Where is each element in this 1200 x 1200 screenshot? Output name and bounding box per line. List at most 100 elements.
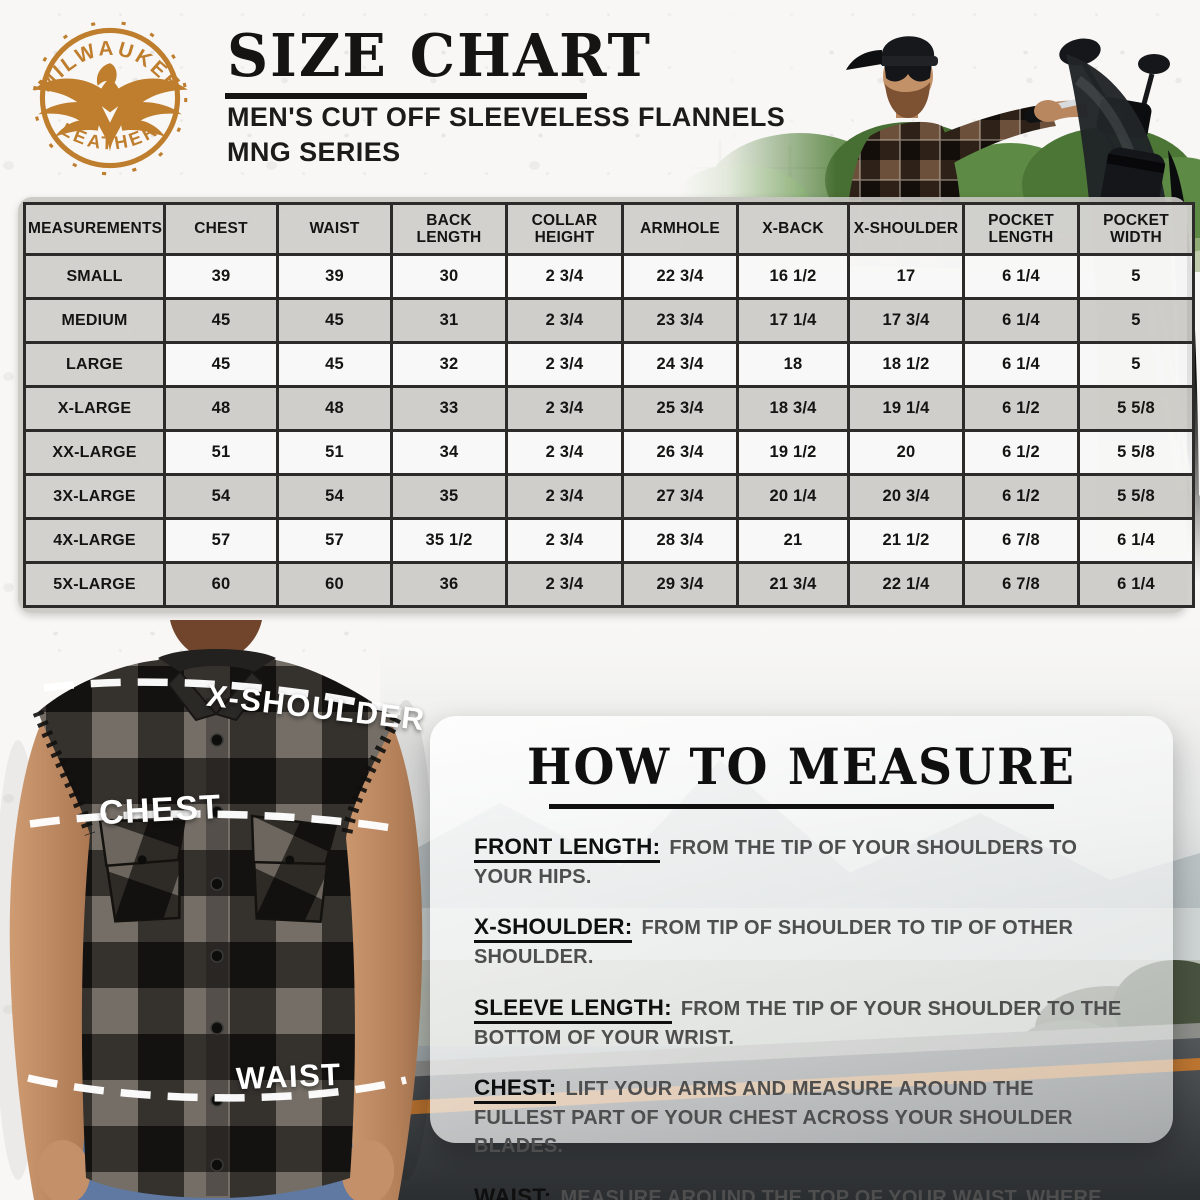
value-cell: 17	[847, 253, 965, 300]
waist-annotation: WAIST	[235, 1056, 343, 1097]
value-cell: 5	[1077, 253, 1195, 300]
column-header: X-BACK	[736, 202, 850, 256]
value-cell: 35 1/2	[390, 517, 508, 564]
value-cell: 30	[390, 253, 508, 300]
value-cell: 2 3/4	[505, 297, 624, 344]
value-cell: 21 3/4	[736, 561, 850, 608]
measure-item-label: X-SHOULDER:	[474, 914, 633, 944]
value-cell: 5	[1077, 341, 1195, 388]
column-header: POCKET WIDTH	[1077, 202, 1195, 256]
flannel-shirt	[32, 649, 401, 1198]
value-cell: 25 3/4	[621, 385, 739, 432]
measure-item-text: FROM THE TIP OF YOUR SHOULDERS TO YOUR H…	[474, 837, 1078, 888]
measure-item: FRONT LENGTH: FROM THE TIP OF YOUR SHOULD…	[474, 831, 1129, 891]
value-cell: 39	[163, 253, 279, 300]
table-row: SMALL 39 39 30 2 3/4 22 3/4 16 1/2 17 6 …	[23, 253, 1195, 300]
measure-item-text: FROM THE TIP OF YOUR SHOULDER TO THE BOT…	[474, 997, 1122, 1049]
value-cell: 19 1/2	[736, 429, 850, 476]
value-cell: 6 1/2	[962, 473, 1080, 520]
size-label: MEDIUM	[23, 297, 166, 344]
value-cell: 5 5/8	[1077, 385, 1195, 432]
page-title: SIZE CHART	[227, 20, 652, 91]
column-header: WAIST	[276, 202, 393, 256]
value-cell: 19 1/4	[847, 385, 965, 432]
table-row: 5X-LARGE 60 60 36 2 3/4 29 3/4 21 3/4 22…	[23, 561, 1195, 608]
table-row: 3X-LARGE 54 54 35 2 3/4 27 3/4 20 1/4 20…	[23, 473, 1195, 520]
measure-item-text: FROM TIP OF SHOULDER TO TIP OF OTHER SHO…	[474, 917, 1074, 969]
column-header: POCKET LENGTH	[962, 202, 1080, 256]
measure-item: CHEST: LIFT YOUR ARMS AND MEASURE AROUND …	[474, 1072, 1129, 1161]
value-cell: 36	[390, 561, 508, 608]
value-cell: 6 1/4	[962, 297, 1080, 344]
value-cell: 51	[163, 429, 279, 476]
size-table-container: MEASUREMENTS CHEST WAIST BACK LENGTH COL…	[18, 197, 1195, 613]
how-to-measure-underline	[549, 804, 1054, 809]
value-cell: 6 1/4	[1077, 561, 1195, 608]
value-cell: 2 3/4	[505, 517, 624, 564]
value-cell: 6 1/4	[962, 341, 1080, 388]
value-cell: 45	[163, 297, 279, 344]
value-cell: 27 3/4	[621, 473, 739, 520]
value-cell: 6 1/2	[962, 429, 1080, 476]
measure-item: X-SHOULDER: FROM TIP OF SHOULDER TO TIP O…	[474, 911, 1129, 971]
value-cell: 23 3/4	[621, 297, 739, 344]
value-cell: 22 1/4	[847, 561, 965, 608]
size-label: 5X-LARGE	[23, 561, 166, 608]
table-row: 4X-LARGE 57 57 35 1/2 2 3/4 28 3/4 21 21…	[23, 517, 1195, 564]
value-cell: 18 3/4	[736, 385, 850, 432]
measure-item: WAIST: MEASURE AROUND THE TOP OF YOUR WAI…	[474, 1181, 1129, 1200]
subtitle-line2: MNG SERIES	[227, 137, 401, 167]
value-cell: 20	[847, 429, 965, 476]
size-label: SMALL	[23, 253, 166, 300]
table-row: XX-LARGE 51 51 34 2 3/4 26 3/4 19 1/2 20…	[23, 429, 1195, 476]
value-cell: 21	[736, 517, 850, 564]
title-underline	[225, 93, 587, 99]
measure-item: SLEEVE LENGTH: FROM THE TIP OF YOUR SHOUL…	[474, 992, 1129, 1052]
model-photo	[0, 620, 430, 1200]
value-cell: 45	[276, 297, 393, 344]
column-header: COLLAR HEIGHT	[505, 202, 624, 256]
column-header: ARMHOLE	[621, 202, 739, 256]
table-row: MEDIUM 45 45 31 2 3/4 23 3/4 17 1/4 17 3…	[23, 297, 1195, 344]
value-cell: 21 1/2	[847, 517, 965, 564]
size-label: 3X-LARGE	[23, 473, 166, 520]
value-cell: 33	[390, 385, 508, 432]
value-cell: 2 3/4	[505, 253, 624, 300]
value-cell: 6 7/8	[962, 517, 1080, 564]
value-cell: 2 3/4	[505, 341, 624, 388]
model-photo-art	[0, 620, 430, 1200]
column-header: CHEST	[163, 202, 279, 256]
chest-pocket-left	[98, 818, 186, 923]
column-header: MEASUREMENTS	[23, 202, 166, 256]
value-cell: 5 5/8	[1077, 429, 1195, 476]
value-cell: 45	[163, 341, 279, 388]
value-cell: 17 1/4	[736, 297, 850, 344]
value-cell: 60	[276, 561, 393, 608]
value-cell: 6 1/4	[1077, 517, 1195, 564]
value-cell: 2 3/4	[505, 385, 624, 432]
size-label: XX-LARGE	[23, 429, 166, 476]
value-cell: 48	[163, 385, 279, 432]
value-cell: 2 3/4	[505, 561, 624, 608]
table-header-row: MEASUREMENTS CHEST WAIST BACK LENGTH COL…	[23, 202, 1195, 256]
subtitle-line1: MEN'S CUT OFF SLEEVELESS FLANNELS	[227, 102, 786, 132]
table-row: LARGE 45 45 32 2 3/4 24 3/4 18 18 1/2 6 …	[23, 341, 1195, 388]
measure-item-label: WAIST:	[474, 1183, 552, 1200]
measurement-lines	[27, 678, 407, 1102]
eagle-icon	[32, 63, 188, 152]
chest-pocket-right	[250, 814, 338, 924]
size-label: X-LARGE	[23, 385, 166, 432]
value-cell: 2 3/4	[505, 429, 624, 476]
value-cell: 54	[163, 473, 279, 520]
value-cell: 20 3/4	[847, 473, 965, 520]
value-cell: 16 1/2	[736, 253, 850, 300]
value-cell: 18	[736, 341, 850, 388]
waist-line	[27, 1074, 407, 1102]
table-row: X-LARGE 48 48 33 2 3/4 25 3/4 18 3/4 19 …	[23, 385, 1195, 432]
value-cell: 24 3/4	[621, 341, 739, 388]
value-cell: 5	[1077, 297, 1195, 344]
value-cell: 22 3/4	[621, 253, 739, 300]
measure-item-label: SLEEVE LENGTH:	[474, 994, 672, 1024]
value-cell: 6 1/4	[962, 253, 1080, 300]
